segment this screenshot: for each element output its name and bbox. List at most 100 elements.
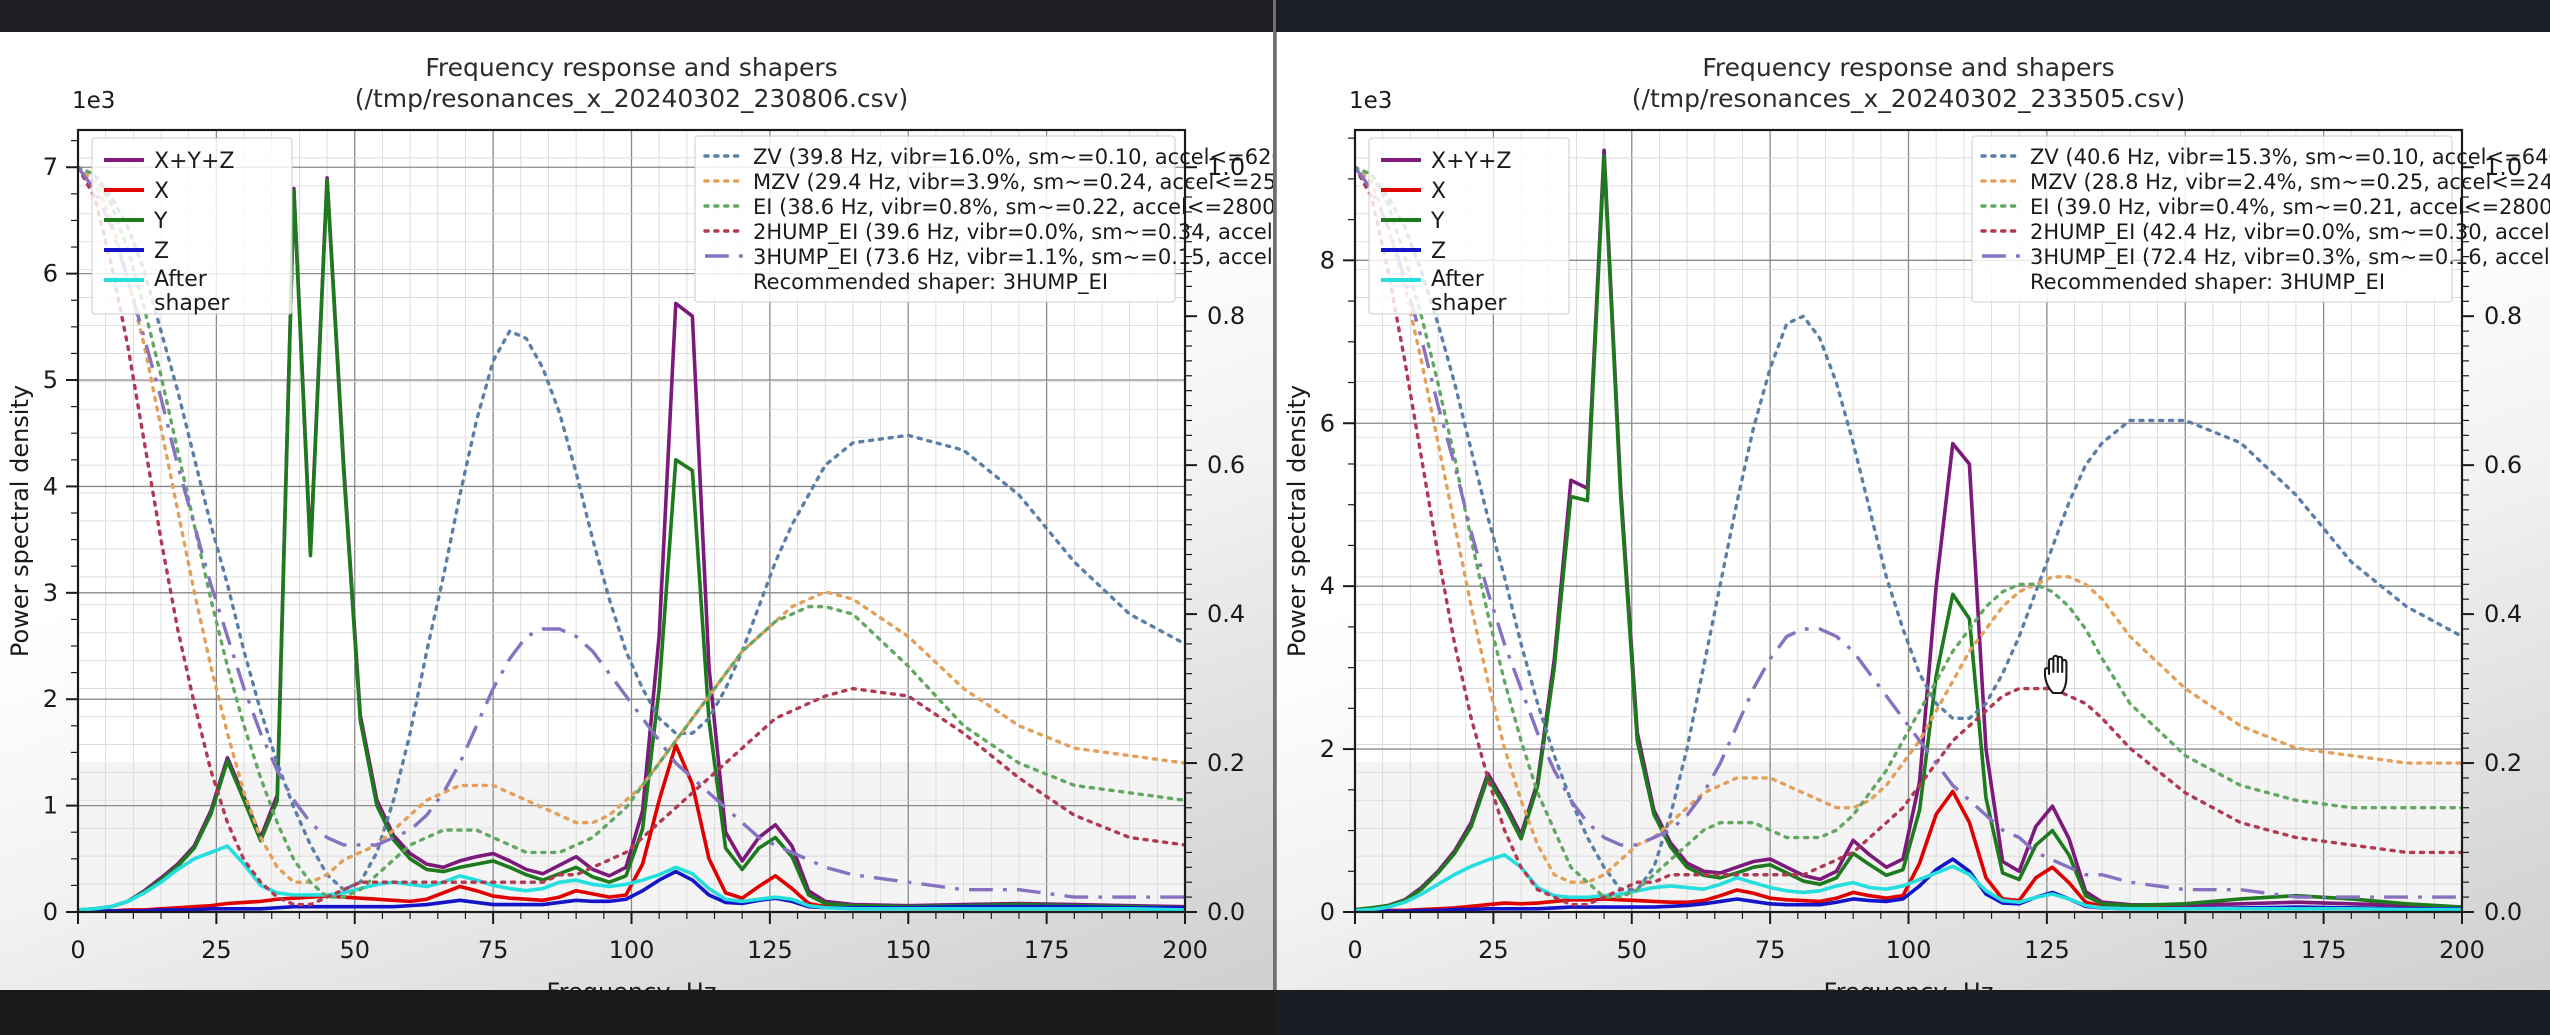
series-line-3hump-ei <box>78 166 1185 899</box>
series-line-2hump-ei <box>1355 165 2462 907</box>
shaper-legend-label: MZV (28.8 Hz, vibr=2.4%, sm~=0.25, accel… <box>2030 170 2550 194</box>
svg-text:Frequency response and shapers: Frequency response and shapers <box>1702 53 2114 82</box>
x-tick-label: 75 <box>1755 936 1786 964</box>
y-tick-label-left: 5 <box>43 366 58 394</box>
y-axis-right: 0.0 0.2 0.4 0.6 0.8 1.0 <box>1185 153 1245 926</box>
x-axis: 0 25 50 75 100 125 150 175 200 <box>1347 912 2485 964</box>
series-group <box>78 165 1185 912</box>
y-tick-label-left: 0 <box>43 898 58 926</box>
x-axis-label: Frequency, Hz <box>547 978 717 990</box>
x-tick-label: 50 <box>339 936 370 964</box>
y-tick-label-left: 4 <box>1320 572 1335 600</box>
chart-panel-right[interactable]: Frequency response and shapers (/tmp/reso… <box>1275 32 2550 990</box>
x-tick-label: 200 <box>1162 936 1208 964</box>
svg-text:(/tmp/resonances_x_20240302_23: (/tmp/resonances_x_20240302_230806.csv) <box>355 84 908 113</box>
y-tick-label-right: 0.8 <box>2484 302 2522 330</box>
shaper-legend-label: 3HUMP_EI (72.4 Hz, vibr=0.3%, sm~=0.16, … <box>2030 245 2550 270</box>
y-axis-exponent-label: 1e3 <box>1349 88 1392 114</box>
y-tick-label-right: 0.2 <box>1207 749 1245 777</box>
series-line-ei <box>78 165 1185 899</box>
top-window-bar-right <box>1275 0 2550 32</box>
legend-label-x: X <box>154 179 169 204</box>
y-tick-label-left: 1 <box>43 792 58 820</box>
y-tick-label-left: 3 <box>43 579 58 607</box>
shaper-legend-label: 2HUMP_EI (42.4 Hz, vibr=0.0%, sm~=0.30, … <box>2030 220 2550 245</box>
x-tick-label: 100 <box>1886 936 1932 964</box>
y-tick-label-left: 6 <box>43 260 58 288</box>
series-line-zv <box>1355 165 2462 892</box>
legend-label-after-shaper-2: shaper <box>154 291 230 316</box>
series-line-ei <box>1355 165 2462 899</box>
svg-text:Frequency response and shapers: Frequency response and shapers <box>425 53 837 82</box>
x-tick-label: 0 <box>70 936 85 964</box>
shaper-legend-label: EI (39.0 Hz, vibr=0.4%, sm~=0.21, accel<… <box>2030 195 2550 219</box>
y-tick-label-right: 0.4 <box>2484 600 2522 628</box>
shaper-legend-label: ZV (40.6 Hz, vibr=15.3%, sm~=0.10, accel… <box>2030 145 2550 169</box>
y-tick-label-right: 0.0 <box>1207 898 1245 926</box>
x-tick-label: 175 <box>2301 936 2347 964</box>
series-line-2hump-ei <box>78 165 1185 907</box>
y-tick-label-left: 2 <box>1320 735 1335 763</box>
y-tick-label-left: 8 <box>1320 246 1335 274</box>
legend-label-x-y-z: X+Y+Z <box>1431 149 1511 174</box>
legend-label-x: X <box>1431 179 1446 204</box>
y-tick-label-right: 0.0 <box>2484 898 2522 926</box>
x-tick-label: 150 <box>2162 936 2208 964</box>
shaper-legend-label: 3HUMP_EI (73.6 Hz, vibr=1.1%, sm~=0.15, … <box>753 245 1275 270</box>
recommended-shaper-label: Recommended shaper: 3HUMP_EI <box>753 270 1108 295</box>
series-line-after-shaper <box>78 844 1185 912</box>
y-tick-label-left: 6 <box>1320 409 1335 437</box>
series-line-zv <box>78 165 1185 892</box>
recommended-shaper-label: Recommended shaper: 3HUMP_EI <box>2030 270 2385 295</box>
series-line-x <box>78 743 1185 912</box>
legend-label-x-y-z: X+Y+Z <box>154 149 234 174</box>
legend-label-after-shaper: After <box>1431 267 1485 292</box>
legend-label-y: Y <box>1430 209 1445 234</box>
x-tick-label: 150 <box>885 936 931 964</box>
x-tick-label: 50 <box>1616 936 1647 964</box>
x-tick-label: 0 <box>1347 936 1362 964</box>
series-line-x <box>1355 789 2462 912</box>
shaper-legend[interactable]: ZV (40.6 Hz, vibr=15.3%, sm~=0.10, accel… <box>1971 135 2550 303</box>
series-line-y <box>78 178 1185 912</box>
shaper-legend-label: EI (38.6 Hz, vibr=0.8%, sm~=0.22, accel<… <box>753 195 1275 219</box>
legend-label-y: Y <box>153 209 168 234</box>
shaper-legend-label: MZV (29.4 Hz, vibr=3.9%, sm~=0.24, accel… <box>753 170 1275 194</box>
series-line-mzv <box>78 165 1185 884</box>
x-tick-label: 100 <box>609 936 655 964</box>
x-tick-label: 200 <box>2439 936 2485 964</box>
y-tick-label-left: 2 <box>43 685 58 713</box>
y-axis-exponent-label: 1e3 <box>72 88 115 114</box>
y-tick-label-left: 0 <box>1320 898 1335 926</box>
legend-label-z: Z <box>154 239 169 264</box>
y-axis-left: 0 2 4 6 8 <box>1320 137 1355 926</box>
y-tick-label-right: 0.6 <box>2484 451 2522 479</box>
x-tick-label: 25 <box>201 936 232 964</box>
y-tick-label-right: 0.8 <box>1207 302 1245 330</box>
y-tick-label-right: 1.0 <box>2484 153 2522 181</box>
svg-text:(/tmp/resonances_x_20240302_23: (/tmp/resonances_x_20240302_233505.csv) <box>1632 84 2185 113</box>
y-tick-label-right: 0.2 <box>2484 749 2522 777</box>
series-group <box>1355 148 2462 912</box>
shaper-legend[interactable]: ZV (39.8 Hz, vibr=16.0%, sm~=0.10, accel… <box>694 135 1275 303</box>
x-tick-label: 125 <box>2024 936 2070 964</box>
bottom-window-bar <box>0 990 2550 1035</box>
y-tick-label-left: 4 <box>43 472 58 500</box>
y-tick-label-right: 1.0 <box>1207 153 1245 181</box>
y-axis-label-left: Power spectral density <box>1283 385 1311 657</box>
chart-title-left: Frequency response and shapers(/tmp/reso… <box>355 53 908 113</box>
y-tick-label-right: 0.4 <box>1207 600 1245 628</box>
chart-panel-left[interactable]: Frequency response and shapers (/tmp/reso… <box>0 32 1275 990</box>
x-tick-label: 125 <box>747 936 793 964</box>
chart-svg-left: Frequency response and shapers(/tmp/reso… <box>6 53 1275 990</box>
legend-label-z: Z <box>1431 239 1446 264</box>
y-tick-label-left: 7 <box>43 153 58 181</box>
shaper-legend-label: ZV (39.8 Hz, vibr=16.0%, sm~=0.10, accel… <box>753 145 1275 169</box>
series-line-mzv <box>1355 165 2462 884</box>
y-axis-label-left: Power spectral density <box>6 385 34 657</box>
x-tick-label: 175 <box>1024 936 1070 964</box>
legend-label-after-shaper: After <box>154 267 208 292</box>
